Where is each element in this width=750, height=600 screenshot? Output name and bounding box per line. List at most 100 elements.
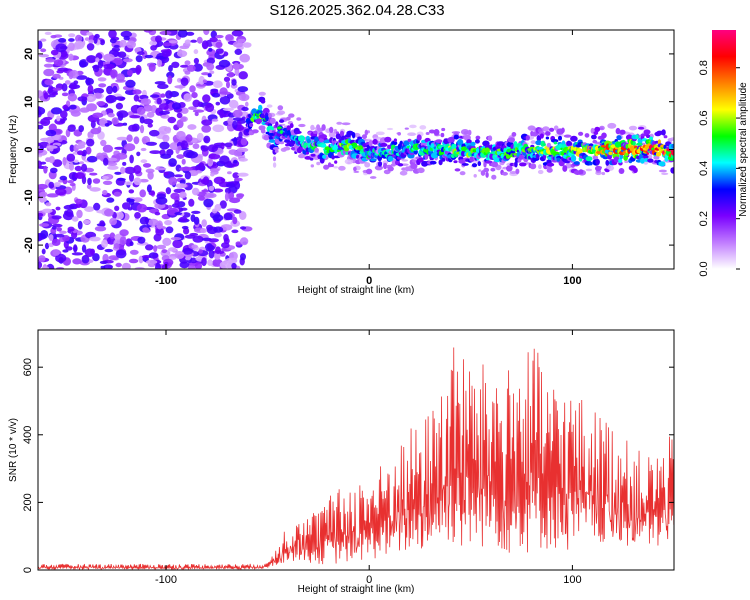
spectrogram-noise-cell [211, 92, 221, 98]
spectrogram-noise-cell [224, 187, 232, 194]
spectrogram-noise-cell [153, 245, 158, 253]
spectrogram-noise-cell [79, 107, 90, 113]
spectrogram-ridge-cell [507, 137, 515, 143]
spectrogram-noise-cell [162, 134, 170, 143]
spectrogram-ridge-cell [257, 117, 263, 123]
spectrogram-noise-cell [238, 131, 243, 139]
spectrogram-noise-cell [119, 236, 127, 246]
spectrogram-noise-cell [52, 249, 60, 256]
spectrogram-noise-cell [223, 212, 233, 221]
spectrogram-noise-cell [163, 171, 169, 176]
spectrogram-noise-cell [50, 167, 58, 174]
spectrogram-noise-cell [211, 118, 219, 122]
spectrogram-noise-cell [146, 111, 155, 118]
spectrogram-faint-cell [316, 161, 321, 166]
spectrogram-noise-cell [200, 228, 207, 234]
spectrogram-noise-cell [224, 142, 233, 148]
spectrogram-ridge-cell [506, 165, 513, 172]
spectrogram-ridge-cell [397, 132, 402, 136]
spectrogram-faint-cell [386, 127, 394, 131]
spectrogram-noise-cell [232, 172, 240, 179]
spectrogram-noise-cell [89, 187, 101, 192]
spectrogram-noise-cell [126, 134, 133, 142]
spectrogram-noise-cell [73, 159, 79, 163]
spectrogram-noise-cell [81, 163, 88, 172]
spectrogram-noise-cell [86, 155, 98, 163]
spectrogram-ridge-cell [467, 129, 472, 136]
spectrogram-noise-cell [156, 97, 162, 105]
spectrogram-noise-cell [44, 31, 52, 35]
spectrogram-noise-cell [52, 73, 61, 79]
spectrogram-noise-cell [203, 198, 214, 208]
spectrogram-noise-cell [188, 198, 195, 207]
spectrogram-ridge-cell [393, 138, 397, 142]
spectrogram-noise-cell [206, 62, 215, 71]
spectrogram-ridge-cell [321, 124, 326, 131]
spectrogram-noise-cell [38, 183, 48, 190]
spectrogram-noise-cell [192, 235, 204, 243]
snr-x-tick-label: 0 [366, 574, 372, 586]
spectrogram-noise-cell [162, 237, 172, 246]
spectrogram-noise-cell [155, 196, 168, 205]
spectrogram-noise-cell [207, 144, 218, 153]
spectrogram-noise-cell [50, 49, 59, 56]
spectrogram-noise-cell [55, 206, 61, 211]
spectrogram-noise-cell [194, 111, 199, 117]
spectrogram-ridge-cell [584, 133, 590, 138]
spectrogram-noise-cell [111, 117, 119, 125]
spectrogram-noise-cell [218, 91, 231, 95]
spectrogram-noise-cell [89, 236, 101, 242]
spectrogram-noise-cell [50, 35, 57, 39]
spectrogram-ridge-cell [535, 153, 540, 160]
spectrogram-noise-cell [86, 32, 93, 36]
spectrogram-noise-cell [67, 93, 78, 102]
spectrogram-ridge-cell [615, 127, 621, 135]
spectrogram-x-tick-label: -100 [155, 275, 177, 287]
spectrogram-noise-cell [86, 95, 94, 101]
spectrogram-noise-cell [165, 90, 173, 99]
spectrogram-noise-cell [68, 53, 74, 61]
spectrogram-noise-cell [124, 143, 136, 152]
spectrogram-noise-cell [92, 64, 100, 73]
spectrogram-ridge-cell [410, 163, 418, 170]
spectrogram-ridge-cell [550, 139, 559, 143]
spectrogram-ridge-cell [441, 127, 446, 132]
spectrogram-noise-cell [184, 60, 191, 66]
spectrogram-noise-cell [103, 264, 113, 269]
spectrogram-ridge-cell [562, 165, 568, 172]
spectrogram-y-tick-label: -10 [23, 189, 35, 205]
spectrogram-noise-cell [137, 236, 146, 244]
spectrogram-ridge-cell [477, 161, 482, 167]
spectrogram-noise-cell [133, 197, 143, 203]
spectrogram-ridge-cell [671, 143, 674, 149]
spectrogram-noise-cell [87, 84, 94, 94]
spectrogram-noise-cell [40, 48, 47, 53]
spectrogram-noise-cell [242, 42, 252, 48]
spectrogram-noise-cell [193, 57, 199, 65]
spectrogram-noise-cell [176, 119, 184, 129]
spectrogram-ridge-cell [643, 129, 651, 135]
spectrogram-noise-cell [208, 238, 220, 243]
spectrogram-noise-cell [51, 215, 62, 220]
spectrogram-noise-cell [237, 172, 249, 177]
spectrogram-ridge-cell [633, 167, 638, 174]
spectrogram-noise-cell [240, 137, 248, 146]
spectrogram-noise-cell [101, 176, 109, 180]
spectrogram-noise-cell [136, 151, 141, 157]
spectrogram-noise-cell [191, 244, 198, 249]
spectrogram-noise-cell [167, 116, 177, 124]
spectrogram-ridge-cell [330, 163, 334, 168]
spectrogram-faint-cell [491, 174, 497, 180]
spectrogram-noise-cell [71, 252, 84, 256]
spectrogram-ridge-cell [279, 141, 285, 145]
colorbar-tick-label: 0.8 [698, 60, 710, 75]
spectrogram-faint-cell [607, 122, 617, 129]
spectrogram-faint-cell [460, 129, 470, 135]
spectrogram-noise-cell [180, 207, 188, 211]
spectrogram-noise-cell [184, 70, 191, 75]
spectrogram-noise-cell [40, 38, 47, 42]
spectrogram-faint-cell [647, 154, 653, 160]
spectrogram-noise-cell [41, 208, 53, 214]
spectrogram-faint-cell [538, 164, 542, 170]
spectrogram-y-tick-label: 10 [23, 96, 35, 108]
